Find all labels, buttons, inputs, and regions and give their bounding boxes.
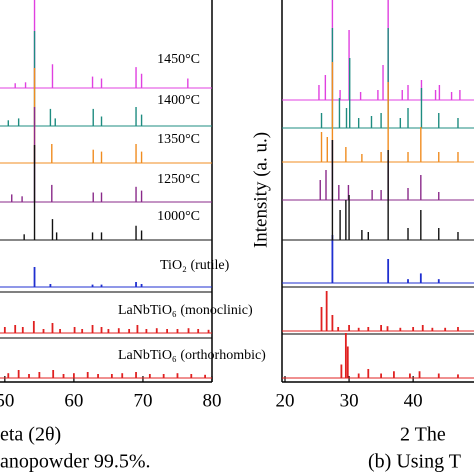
x-tick-label: 80 bbox=[203, 390, 222, 411]
x-tick-label: 50 bbox=[0, 390, 14, 411]
pattern-label: 1350°C bbox=[157, 132, 200, 147]
caption: (b) Using T bbox=[368, 451, 461, 473]
pattern-label: 1000°C bbox=[157, 209, 200, 224]
pattern-label: 1450°C bbox=[157, 52, 200, 67]
x-tick-label: 40 bbox=[404, 390, 423, 411]
reference-label: TiO₂ (rutile) bbox=[160, 258, 230, 273]
caption: anopowder 99.5%. bbox=[0, 451, 151, 473]
x-axis-label: eta (2θ) bbox=[0, 424, 61, 446]
x-tick-label: 30 bbox=[340, 390, 359, 411]
reference-label: LaNbTiO₆ (monoclinic) bbox=[118, 303, 253, 318]
reference-label: LaNbTiO₆ (orthorhombic) bbox=[118, 348, 266, 363]
x-tick-label: 70 bbox=[133, 390, 152, 411]
pattern-label: 1400°C bbox=[157, 93, 200, 108]
x-axis-label: 2 The bbox=[400, 424, 446, 446]
pattern-label: 1250°C bbox=[157, 172, 200, 187]
x-tick-label: 20 bbox=[276, 390, 295, 411]
y-axis-label: Intensity (a. u.) bbox=[250, 132, 271, 248]
x-tick-label: 60 bbox=[64, 390, 83, 411]
